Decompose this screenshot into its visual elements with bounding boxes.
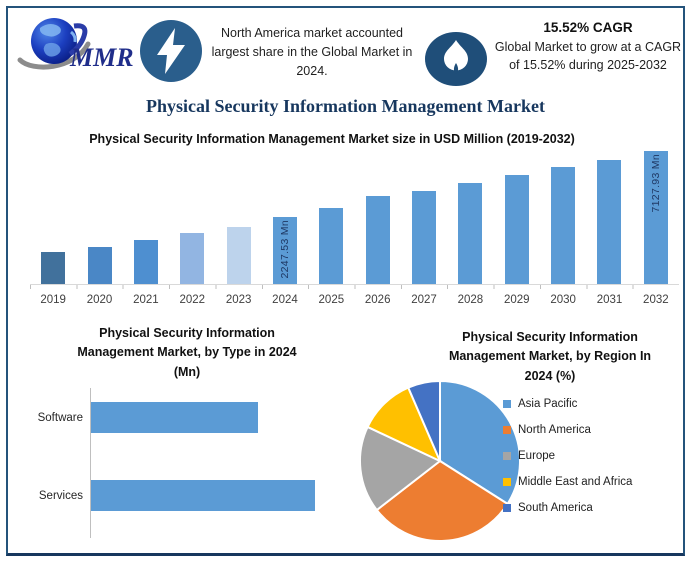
cagr-note: Global Market to grow at a CAGR of 15.52…: [494, 40, 682, 73]
legend-swatch: [503, 478, 511, 486]
bar-2029: [504, 175, 529, 284]
by-type-title: Physical Security Information Management…: [77, 326, 297, 379]
bar-2032: 7127.93 Mn: [643, 151, 668, 284]
region-pie-chart: [355, 376, 525, 546]
bar-2021: [133, 240, 158, 284]
legend-item-europe: Europe: [503, 450, 632, 462]
bar-column-2024: 2247.53 Mn: [262, 150, 308, 284]
bar-2026: [365, 196, 390, 284]
legend-swatch: [503, 452, 511, 460]
bar-column-2026: [355, 150, 401, 284]
bar-2031: [597, 160, 622, 284]
x-axis-label-2026: 2026: [364, 294, 391, 306]
bar-2027: [412, 191, 437, 284]
by-region-panel: Physical Security Information Management…: [353, 328, 689, 558]
bar-2028: [458, 183, 483, 284]
type-row-software: Software: [38, 402, 258, 434]
legend-swatch: [503, 426, 511, 434]
x-axis-label-2031: 2031: [596, 294, 623, 306]
bar-chart-plot-area: 2247.53 Mn 7127.93 Mn: [30, 150, 679, 285]
region-legend: Asia Pacific North America Europe Middle Ea…: [503, 398, 632, 528]
bar-column-2032: 7127.93 Mn: [633, 150, 679, 284]
bar-column-2028: [447, 150, 493, 284]
by-region-title: Physical Security Information Management…: [448, 330, 652, 383]
legend-item-middle-east-and-africa: Middle East and Africa: [503, 476, 632, 488]
type-label-software: Software: [37, 411, 83, 424]
type-label-services: Services: [38, 489, 83, 502]
x-axis-label-2025: 2025: [318, 294, 345, 306]
flame-icon: [425, 32, 487, 86]
bar-column-2019: [30, 150, 76, 284]
infographic-frame: MMR North America market accounted large…: [6, 6, 685, 556]
bar-2023: [226, 227, 251, 284]
legend-swatch: [503, 504, 511, 512]
legend-swatch: [503, 400, 511, 408]
pie-slice-europe: [359, 425, 442, 512]
x-axis-label-2032: 2032: [643, 294, 669, 306]
legend-label: South America: [518, 502, 593, 514]
legend-label: Middle East and Africa: [518, 476, 633, 488]
x-axis-label-2030: 2030: [550, 294, 576, 306]
bar-2020: [87, 247, 112, 284]
bar-value-label-2032: 7127.93 Mn: [649, 154, 662, 213]
by-type-bar-chart: Software Services: [22, 388, 352, 546]
bar-column-2031: [586, 150, 632, 284]
bar-column-2025: [308, 150, 354, 284]
type-bar-software: [91, 402, 258, 434]
bar-column-2021: [123, 150, 169, 284]
bar-column-2020: [76, 150, 122, 284]
flame-badge: [424, 30, 488, 88]
bar-column-2027: [401, 150, 447, 284]
x-axis-label-2029: 2029: [503, 294, 530, 306]
x-axis-label-2021: 2021: [133, 294, 159, 306]
market-size-bar-chart: 2247.53 Mn 7127.93 Mn 2019 2020 2021 2022 202…: [30, 150, 679, 306]
x-axis-label-2023: 2023: [225, 294, 252, 306]
bar-column-2029: [494, 150, 540, 284]
bar-2024: 2247.53 Mn: [272, 217, 297, 284]
legend-item-asia-pacific: Asia Pacific: [503, 398, 632, 410]
mmr-logo: MMR: [16, 14, 142, 78]
y-axis-line: [90, 388, 91, 539]
legend-label: Asia Pacific: [518, 398, 578, 410]
legend-label: Europe: [518, 450, 556, 462]
type-bar-services: [91, 480, 315, 512]
page-title: Physical Security Information Management…: [146, 96, 545, 116]
bar-2022: [180, 233, 205, 284]
globe-logo-icon: MMR: [17, 18, 134, 72]
svg-text:MMR: MMR: [69, 43, 134, 72]
type-row-services: Services: [39, 480, 315, 512]
header-left-note: North America market accounted largest s…: [211, 26, 413, 78]
legend-label: North America: [518, 424, 591, 436]
lightning-icon: [140, 20, 202, 82]
bar-value-label-2024: 2247.53 Mn: [278, 220, 291, 279]
bar-column-2030: [540, 150, 586, 284]
bar-2030: [551, 167, 576, 284]
x-axis-label-2027: 2027: [411, 294, 437, 306]
x-axis-label-2024: 2024: [272, 294, 298, 306]
pie-slice-north-america: [375, 459, 509, 543]
header: MMR North America market accounted large…: [8, 8, 683, 100]
legend-item-south-america: South America: [503, 502, 632, 514]
x-axis-label-2028: 2028: [457, 294, 484, 306]
legend-item-north-america: North America: [503, 424, 632, 436]
cagr-title: 15.52% CAGR: [543, 20, 633, 35]
x-axis-label-2020: 2020: [86, 294, 113, 306]
x-axis-ticks: [30, 285, 679, 289]
x-axis-label-2022: 2022: [179, 294, 206, 306]
pie-slice-south-america: [406, 379, 441, 462]
bar-column-2022: [169, 150, 215, 284]
bar-column-2023: [215, 150, 261, 284]
bar-2019: [41, 252, 66, 284]
bar-2025: [319, 208, 344, 284]
x-axis-labels: 2019 2020 2021 2022 2023 2024 2025 2026 2027 2028…: [30, 289, 679, 306]
bar-chart-title: Physical Security Information Management…: [89, 132, 575, 146]
cagr-block: 15.52% CAGR Global Market to grow at a C…: [492, 20, 684, 74]
lightning-badge: [138, 18, 204, 84]
x-axis-label-2019: 2019: [40, 294, 66, 306]
by-type-panel: Physical Security Information Management…: [22, 324, 352, 556]
